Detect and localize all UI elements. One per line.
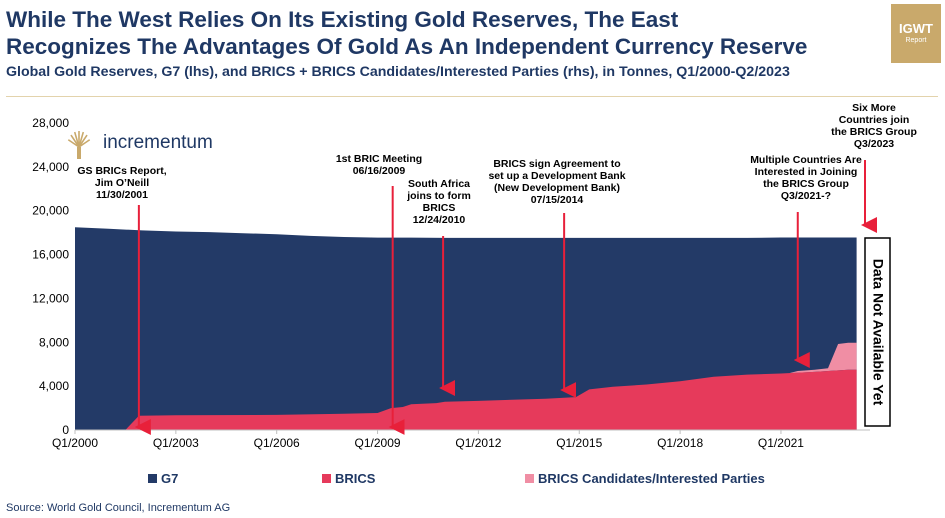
legend-swatch [148,474,157,483]
legend-item: BRICS [322,471,376,486]
y-tick-label: 8,000 [39,335,69,349]
annotation-label-line: Six More [852,102,896,114]
annotation-label: GS BRICs Report, Jim O’Neill 11/30/2001 [77,165,166,201]
brics-area [75,369,857,430]
annotation: 1st BRIC Meeting 06/16/2009 [336,153,422,435]
annotation-label-line: 1st BRIC Meeting [336,153,422,165]
title-line-2: Recognizes The Advantages Of Gold As An … [6,34,808,59]
annotation: GS BRICs Report, Jim O’Neill 11/30/2001 [77,165,167,435]
y-tick-label: 0 [62,423,69,437]
annotation-label-line: the BRICS Group [831,126,917,138]
annotation-label: South Africa joins to form BRICS 12/24/2010 [406,178,471,226]
legend-swatch [525,474,534,483]
annotation: BRICS sign Agreement to set up a Developm… [488,158,626,398]
x-tick-label: Q1/2003 [153,436,199,450]
annotation-label: Multiple Countries Are Interested in Join… [750,154,862,202]
y-tick-label: 4,000 [39,379,69,393]
x-tick-label: Q1/2015 [556,436,602,450]
annotation-label-line: 06/16/2009 [353,165,406,177]
annotation-label-line: 07/15/2014 [531,194,584,206]
legend-item: G7 [148,471,178,486]
chart-title: While The West Relies On Its Existing Go… [6,6,886,60]
source-note: Source: World Gold Council, Incrementum … [6,502,231,514]
annotation-label-line: Q3/2023 [854,138,894,150]
x-tick-label: Q1/2018 [657,436,703,450]
igwt-badge: IGWT Report [891,4,941,63]
logo-text: incrementum [103,132,213,153]
brics-candidates-area [789,342,857,374]
annotation-label: 1st BRIC Meeting 06/16/2009 [336,153,422,177]
x-tick-label: Q1/2012 [455,436,501,450]
title-line-1: While The West Relies On Its Existing Go… [6,7,679,32]
annotation-label-line: BRICS sign Agreement to [493,158,620,170]
logo-trunk [77,147,81,159]
y-tick-label: 12,000 [32,291,69,305]
chart-subtitle: Global Gold Reserves, G7 (lhs), and BRIC… [6,64,790,80]
annotation-label-line: (New Development Bank) [494,182,620,194]
annotation: South Africa joins to form BRICS 12/24/2010 [406,178,471,396]
y-tick-label: 24,000 [32,160,69,174]
g7-area [75,227,857,430]
annotation-label: BRICS sign Agreement to set up a Developm… [488,158,625,206]
legend-label: BRICS [335,471,376,486]
badge-sublabel: Report [905,37,927,44]
incrementum-logo: incrementum [67,131,213,159]
annotation-label-line: 11/30/2001 [96,189,148,201]
annotation-label-line: Countries join [839,114,910,126]
y-tick-label: 28,000 [32,116,69,130]
legend-item: BRICS Candidates/Interested Parties [525,471,765,486]
x-tick-label: Q1/2000 [52,436,98,450]
data-not-available-frame [864,237,891,427]
logo-branch [78,134,88,148]
data-not-available-label: Data Not Available Yet [870,259,886,406]
x-tick-label: Q1/2009 [355,436,401,450]
y-tick-label: 20,000 [32,204,69,218]
annotation-label-line: 12/24/2010 [413,214,466,226]
header-divider [6,96,938,97]
annotation-label-line: Multiple Countries Are [750,154,862,166]
annotation-label-line: the BRICS Group [763,178,849,190]
annotation-label-line: joins to form [406,190,471,202]
legend-swatch [322,474,331,483]
badge-label: IGWT [899,21,933,36]
annotation-label-line: South Africa [408,178,470,190]
annotation-label-line: Jim O’Neill [95,177,149,189]
legend-label: BRICS Candidates/Interested Parties [538,471,765,486]
y-tick-label: 16,000 [32,248,69,262]
x-tick-label: Q1/2006 [254,436,300,450]
annotation: Six More Countries join the BRICS Group Q3/… [831,102,917,233]
annotation-label-line: GS BRICs Report, [77,165,166,177]
annotation-label-line: BRICS [423,202,456,214]
x-tick-label: Q1/2021 [758,436,804,450]
annotation: Multiple Countries Are Interested in Join… [750,154,862,368]
annotation-label-line: Interested in Joining [755,166,858,178]
annotation-label-line: Q3/2021-? [781,190,831,202]
data-not-available-box: Data Not Available Yet [864,237,891,427]
logo-branch [78,139,91,148]
legend-label: G7 [161,471,178,486]
annotation-label: Six More Countries join the BRICS Group Q3/… [831,102,917,150]
annotation-label-line: set up a Development Bank [488,170,625,182]
